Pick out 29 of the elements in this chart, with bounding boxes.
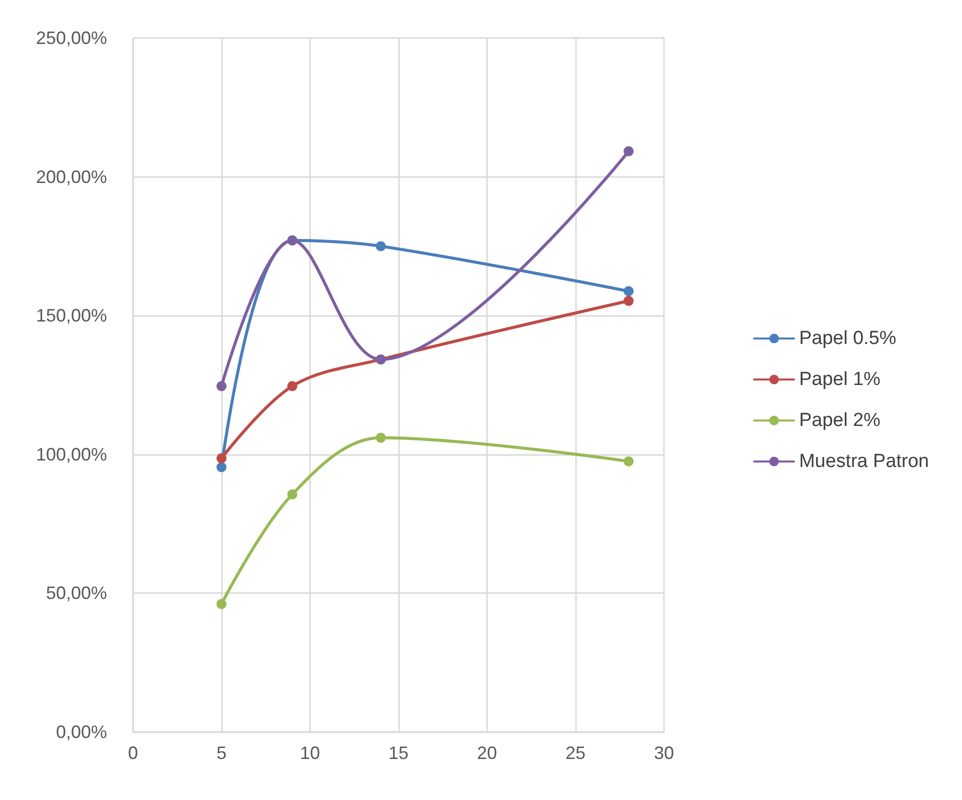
y-tick-label: 0,00% <box>56 722 107 742</box>
x-tick-label: 5 <box>216 743 227 763</box>
x-tick-label: 0 <box>128 743 138 763</box>
point <box>216 599 226 610</box>
legend-label: Papel 1% <box>799 369 881 390</box>
point <box>624 296 634 306</box>
point <box>624 456 634 466</box>
legend-label: Papel 0.5% <box>799 328 896 349</box>
y-tick-label: 100,00% <box>36 444 107 464</box>
y-tick-label: 250,00% <box>36 28 107 48</box>
point <box>216 381 226 392</box>
point <box>376 241 386 252</box>
y-tick-label: 150,00% <box>36 306 107 326</box>
x-tick-label: 20 <box>476 743 498 763</box>
legend-label: Papel 2% <box>799 410 881 431</box>
y-tick-label: 50,00% <box>46 583 107 604</box>
point <box>287 381 298 392</box>
x-tick-label: 15 <box>388 743 409 763</box>
x-tick-label: 25 <box>565 743 586 763</box>
point <box>287 489 298 500</box>
point <box>216 462 226 472</box>
point <box>624 146 634 156</box>
y-tick-label: 200,00% <box>36 166 107 187</box>
x-tick-label: 30 <box>654 743 674 763</box>
legend-label: Muestra Patron <box>799 451 930 472</box>
point <box>216 453 226 464</box>
x-tick-label: 10 <box>300 743 320 763</box>
point <box>624 286 634 296</box>
point <box>376 432 386 443</box>
